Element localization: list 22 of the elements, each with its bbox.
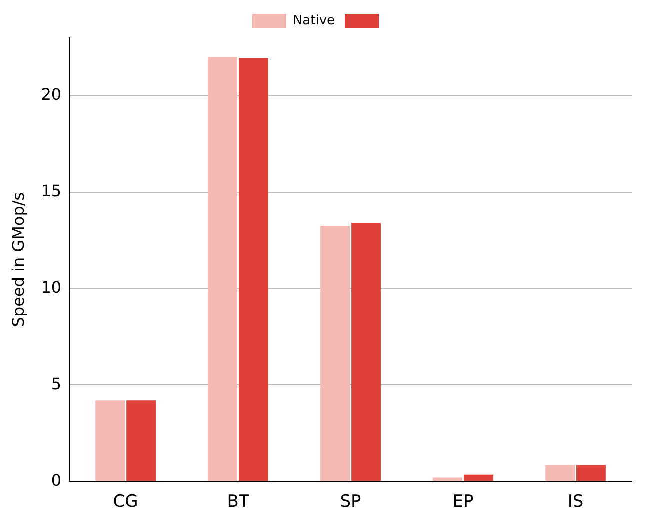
bar — [208, 57, 238, 482]
y-tick-label: 10 — [41, 278, 62, 297]
bar — [576, 465, 606, 482]
bar — [352, 223, 381, 482]
bar — [126, 400, 156, 482]
x-tick-label: BT — [227, 492, 250, 512]
bar — [546, 465, 575, 482]
bar — [433, 478, 462, 482]
x-tick-label: SP — [340, 492, 362, 512]
y-tick-label: 5 — [51, 374, 62, 394]
bar — [239, 58, 268, 482]
y-axis-title: Speed in GMop/s — [8, 192, 28, 328]
x-tick-label: IS — [568, 492, 584, 512]
bar — [320, 226, 350, 482]
y-tick-label: 15 — [41, 181, 62, 200]
x-tick-label: EP — [452, 492, 474, 512]
legend-label: Native — [292, 13, 336, 28]
x-tick-label: CG — [113, 492, 138, 512]
y-tick-label: 0 — [51, 470, 62, 490]
y-tick-label: 20 — [41, 85, 62, 104]
bar — [96, 400, 126, 482]
bar — [464, 474, 494, 482]
